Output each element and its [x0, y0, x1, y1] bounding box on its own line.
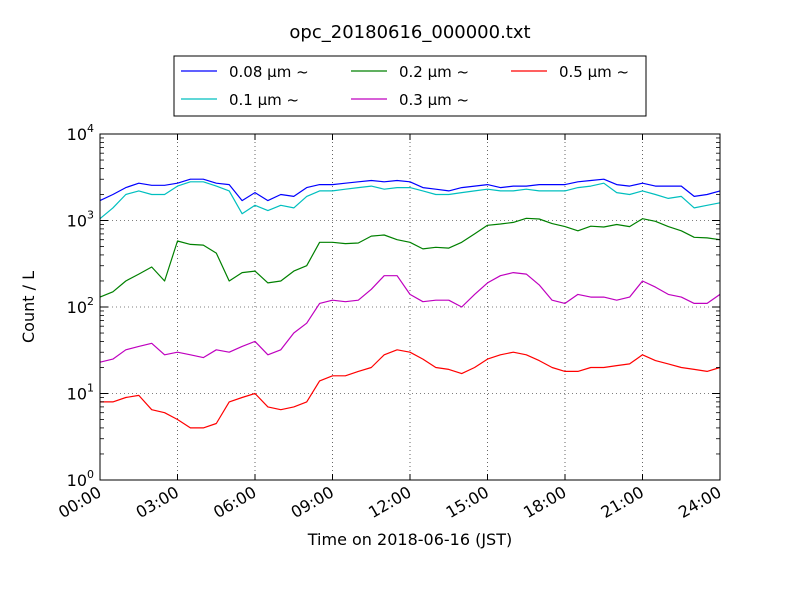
series-line-4	[100, 349, 721, 429]
y-tick-label: 104	[67, 122, 94, 144]
series-line-1	[99, 181, 721, 220]
legend-frame	[173, 55, 647, 117]
legend-label: 0.1 μm ~	[229, 91, 299, 109]
legend-label: 0.08 μm ~	[229, 63, 309, 81]
y-tick-label: 102	[67, 295, 94, 317]
grid-lines	[100, 134, 720, 480]
series-layer	[99, 178, 721, 429]
y-axis-label: Count / L	[19, 271, 38, 343]
y-tick-label: 100	[67, 468, 94, 490]
legend-label: 0.3 μm ~	[399, 91, 469, 109]
legend-label: 0.2 μm ~	[399, 63, 469, 81]
axis-ticks	[99, 133, 721, 481]
x-axis-label: Time on 2018-06-16 (JST)	[307, 530, 512, 549]
legend-label: 0.5 μm ~	[559, 63, 629, 81]
y-tick-label: 103	[67, 209, 94, 231]
chart-title: opc_20180616_000000.txt	[289, 22, 530, 43]
y-tick-label: 101	[67, 382, 94, 404]
legend: 0.08 μm ~ 0.1 μm ~ 0.2 μm ~ 0.3 μm ~ 0.5 μm …	[173, 55, 647, 117]
series-line-2	[99, 217, 721, 298]
y-tick-labels: 100 101 102 103 104	[67, 122, 94, 490]
series-line-0	[99, 178, 721, 202]
series-line-3	[99, 272, 721, 363]
